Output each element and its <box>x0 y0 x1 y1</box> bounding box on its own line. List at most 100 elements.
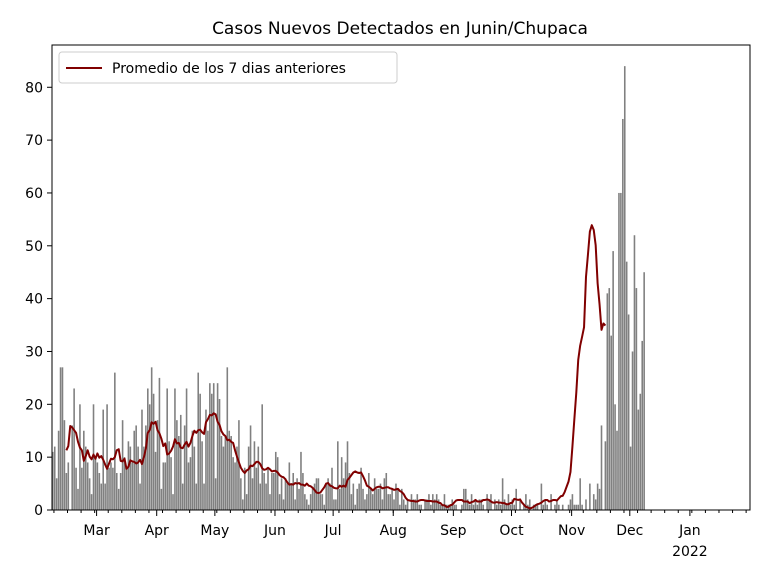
y-tick-label: 50 <box>25 239 43 255</box>
bar <box>100 483 103 510</box>
bar <box>319 494 322 510</box>
bar <box>418 504 421 510</box>
bar <box>571 494 574 510</box>
bar <box>463 488 465 510</box>
bar <box>501 478 504 510</box>
bar <box>201 441 203 510</box>
bar <box>433 499 436 510</box>
bar <box>84 446 87 510</box>
legend-label: Promedio de los 7 dias anteriores <box>112 61 346 77</box>
bar <box>114 372 116 510</box>
bar <box>243 467 246 510</box>
bar <box>247 446 250 510</box>
bar <box>323 504 326 510</box>
bar <box>474 499 477 510</box>
y-axis: 0 10 20 30 40 50 60 70 80 <box>25 80 52 519</box>
bar <box>73 388 75 510</box>
bar <box>356 488 358 510</box>
bar <box>129 446 132 510</box>
bar <box>358 483 360 510</box>
bar <box>385 473 388 510</box>
bar <box>294 499 296 510</box>
bar <box>406 499 409 510</box>
bar <box>338 488 341 510</box>
bar <box>86 462 89 510</box>
bar <box>461 504 463 510</box>
bar <box>302 473 304 510</box>
bar <box>379 483 382 510</box>
legend: Promedio de los 7 dias anteriores <box>58 51 398 84</box>
bar <box>614 404 616 510</box>
bar <box>542 504 545 510</box>
bar <box>170 457 172 510</box>
x-tick-label: Jul <box>324 523 342 539</box>
bar <box>240 478 242 510</box>
bar <box>486 494 488 510</box>
bar <box>399 504 401 510</box>
bar <box>203 483 205 510</box>
bar <box>523 504 525 510</box>
bar <box>546 504 549 510</box>
bar <box>195 483 198 510</box>
x-year-label: 2022 <box>672 544 708 560</box>
bar <box>497 499 500 510</box>
bar <box>77 488 79 510</box>
x-tick-label: Oct <box>499 523 524 539</box>
bar <box>625 261 628 510</box>
bar <box>430 504 432 510</box>
bar <box>162 462 165 510</box>
bar <box>179 414 182 510</box>
bar <box>428 494 430 510</box>
bar <box>311 488 314 510</box>
bar <box>348 473 351 510</box>
bar <box>373 478 376 510</box>
bar <box>199 393 201 510</box>
x-tick-label: Jun <box>263 523 286 539</box>
bar <box>137 446 139 510</box>
bar <box>143 446 145 510</box>
bar <box>464 488 467 510</box>
bar <box>88 478 91 510</box>
line-series <box>65 224 607 510</box>
bar <box>550 494 552 510</box>
bar <box>455 504 457 510</box>
bar-series <box>52 66 645 511</box>
bar <box>255 467 258 510</box>
bar <box>592 494 595 510</box>
bar <box>156 420 159 510</box>
x-tick-label: Dec <box>616 523 643 539</box>
bar <box>627 314 630 510</box>
plot-frame <box>51 44 751 511</box>
bar <box>282 499 285 510</box>
bar <box>53 446 56 510</box>
bar <box>507 494 510 510</box>
bar <box>389 494 391 510</box>
bar <box>185 388 188 510</box>
bar <box>197 372 200 510</box>
bar <box>494 499 496 510</box>
bar <box>135 425 137 510</box>
bar <box>528 499 531 510</box>
x-tick-label: Mar <box>83 523 110 539</box>
y-tick-label: 30 <box>25 344 43 360</box>
bar <box>410 494 413 510</box>
bar <box>466 499 469 510</box>
bar <box>639 393 642 510</box>
bar <box>439 504 442 510</box>
bar <box>561 504 564 510</box>
y-tick-label: 80 <box>25 80 43 96</box>
bar <box>612 251 614 510</box>
bar <box>478 499 481 510</box>
bar <box>623 66 626 510</box>
bar <box>342 478 345 510</box>
bar <box>212 383 215 510</box>
bar <box>92 404 95 510</box>
bar <box>637 409 640 510</box>
bar <box>643 272 645 510</box>
bar <box>178 436 180 510</box>
bar <box>52 451 54 511</box>
bar <box>245 494 248 510</box>
bar <box>488 499 490 510</box>
bar <box>395 483 397 510</box>
bar <box>280 478 283 510</box>
